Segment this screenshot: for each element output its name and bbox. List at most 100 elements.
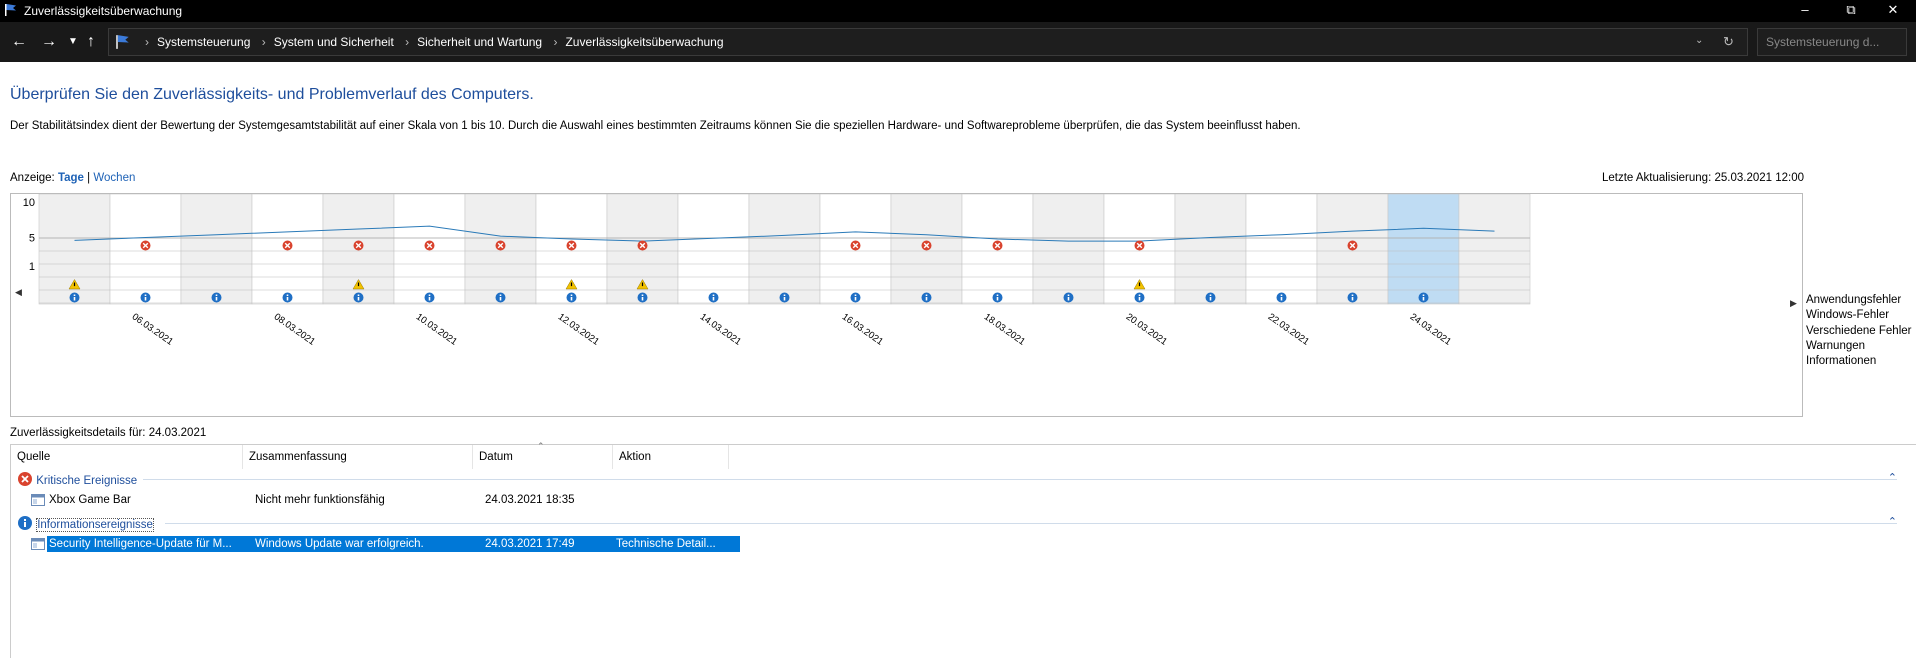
stability-line — [74, 225, 1495, 242]
info-icon-dot — [783, 294, 786, 296]
legend-information: Informationen — [1806, 355, 1877, 367]
info-icon-mark — [925, 297, 928, 301]
cell-summary: Nicht mehr funktionsfähig — [255, 494, 385, 506]
column-header-date[interactable]: Datum — [473, 445, 613, 469]
collapse-icon[interactable]: ⌃ — [1887, 472, 1897, 484]
info-icon-dot — [1351, 294, 1354, 296]
column-header-source[interactable]: Quelle — [11, 445, 243, 469]
address-bar: ← → ▼ ↑ › Systemsteuerung › System und Sic… — [0, 22, 1916, 62]
info-icon — [18, 516, 32, 530]
minimize-button[interactable]: – — [1801, 2, 1809, 17]
breadcrumb-item[interactable]: Systemsteuerung — [157, 35, 251, 49]
refresh-icon[interactable]: ↻ — [1723, 34, 1734, 49]
error-icon-x — [142, 242, 149, 249]
error-icon — [18, 472, 32, 486]
legend-misc-errors: Verschiedene Fehler — [1806, 325, 1912, 337]
error-icon-x — [426, 242, 433, 249]
breadcrumb: › Systemsteuerung › System und Sicherheit … — [145, 35, 724, 49]
group-critical-events[interactable]: Kritische Ereignisse — [17, 471, 137, 487]
address-dropdown-icon[interactable]: ⌄ — [1695, 35, 1704, 46]
collapse-icon[interactable]: ⌃ — [1887, 516, 1897, 528]
legend-warnings: Warnungen — [1806, 340, 1866, 352]
info-icon-mark — [996, 297, 999, 301]
info-icon-dot — [73, 294, 76, 296]
error-icon-x — [284, 242, 291, 249]
y-tick-label: 5 — [29, 233, 35, 245]
info-icon-mark — [215, 297, 218, 301]
day-column — [748, 193, 821, 305]
page-description: Der Stabilitätsindex dient der Bewertung… — [10, 120, 1301, 132]
forward-arrow-icon[interactable]: → — [41, 33, 57, 50]
warning-icon-mark — [73, 282, 76, 287]
info-icon-dot — [428, 294, 431, 296]
page-title: Überprüfen Sie den Zuverlässigkeits- und… — [10, 86, 534, 103]
column-header-summary[interactable]: Zusammenfassung — [243, 445, 473, 469]
legend-application-errors: Anwendungsfehler — [1806, 294, 1902, 306]
cell-date: 24.03.2021 17:49 — [485, 538, 575, 550]
warning-icon-mark — [1138, 282, 1141, 287]
table-row-selected[interactable]: Security Intelligence-Update für M... Wi… — [31, 536, 740, 552]
cell-date: 24.03.2021 18:35 — [485, 494, 575, 506]
up-arrow-icon[interactable]: ↑ — [87, 33, 95, 50]
info-icon-dot — [1280, 294, 1283, 296]
day-column — [1245, 193, 1318, 305]
date-tick-label: 14.03.2021 — [698, 311, 743, 347]
info-icon-mark — [286, 297, 289, 301]
restore-button[interactable]: ⧉ — [1846, 2, 1856, 17]
info-icon-mark — [499, 297, 502, 301]
info-icon-mark — [144, 297, 147, 301]
y-tick-label: 1 — [29, 261, 35, 273]
flag-icon — [5, 4, 16, 16]
info-icon-dot — [1138, 294, 1141, 296]
search-input[interactable]: Systemsteuerung d... — [1757, 28, 1907, 56]
close-button[interactable]: ✕ — [1887, 2, 1899, 17]
cell-summary: Windows Update war erfolgreich. — [255, 538, 424, 550]
view-weeks-link[interactable]: Wochen — [93, 172, 136, 184]
view-selector: Anzeige: Tage | Wochen — [10, 172, 135, 184]
details-title: Zuverlässigkeitsdetails für: 24.03.2021 — [10, 427, 207, 439]
back-arrow-icon[interactable]: ← — [11, 33, 27, 50]
error-icon-x — [1349, 242, 1356, 249]
info-icon-dot — [570, 294, 573, 296]
group-label: Informationsereignisse — [36, 518, 154, 532]
info-icon-dot — [854, 294, 857, 296]
details-list[interactable]: Quelle Zusammenfassung Datum Aktion ⌃ Kr… — [10, 441, 1916, 658]
group-information-events[interactable]: Informationsereignisse — [17, 515, 154, 532]
scroll-right-icon[interactable]: ▶ — [1790, 298, 1797, 308]
breadcrumb-item[interactable]: System und Sicherheit — [273, 35, 394, 49]
day-column — [1032, 193, 1105, 305]
date-tick-label: 24.03.2021 — [1408, 311, 1453, 347]
info-icon-dot — [215, 294, 218, 296]
selection-highlight — [47, 536, 740, 552]
info-icon-mark — [1067, 297, 1070, 301]
column-header-action[interactable]: Aktion — [613, 445, 729, 469]
info-icon-dot — [925, 294, 928, 296]
table-row[interactable]: Xbox Game Bar Nicht mehr funktionsfähig … — [31, 492, 731, 508]
info-icon-mark — [1351, 297, 1354, 301]
date-tick-label: 16.03.2021 — [840, 311, 885, 347]
cell-action[interactable]: Technische Detail... — [616, 538, 716, 550]
sort-indicator-icon: ⌃ — [537, 441, 545, 451]
error-icon-x — [994, 242, 1001, 249]
breadcrumb-item[interactable]: Zuverlässigkeitsüberwachung — [565, 35, 724, 49]
error-icon-x — [497, 242, 504, 249]
info-icon-mark — [854, 297, 857, 301]
info-icon-mark — [428, 297, 431, 301]
address-field[interactable]: › Systemsteuerung › System und Sicherheit … — [108, 28, 1748, 56]
info-icon-mark — [1209, 297, 1212, 301]
view-days-link[interactable]: Tage — [57, 172, 84, 184]
y-tick-label: 10 — [23, 197, 35, 209]
reliability-chart[interactable]: 10 5 1 06.03.2021 08.03.2021 10.03.2021 12.03.… — [10, 193, 1803, 417]
title-bar: Zuverlässigkeitsüberwachung – ⧉ ✕ — [0, 0, 1916, 22]
date-tick-label: 18.03.2021 — [982, 311, 1027, 347]
error-icon-x — [639, 242, 646, 249]
window-title: Zuverlässigkeitsüberwachung — [24, 4, 183, 18]
recent-dropdown-icon[interactable]: ▼ — [68, 36, 78, 47]
error-icon-x — [355, 242, 362, 249]
control-panel-flag-icon — [116, 35, 129, 49]
error-icon-x — [923, 242, 930, 249]
breadcrumb-item[interactable]: Sicherheit und Wartung — [417, 35, 543, 49]
date-tick-label: 08.03.2021 — [272, 311, 317, 347]
error-icon-x — [568, 242, 575, 249]
day-column — [1458, 193, 1531, 305]
